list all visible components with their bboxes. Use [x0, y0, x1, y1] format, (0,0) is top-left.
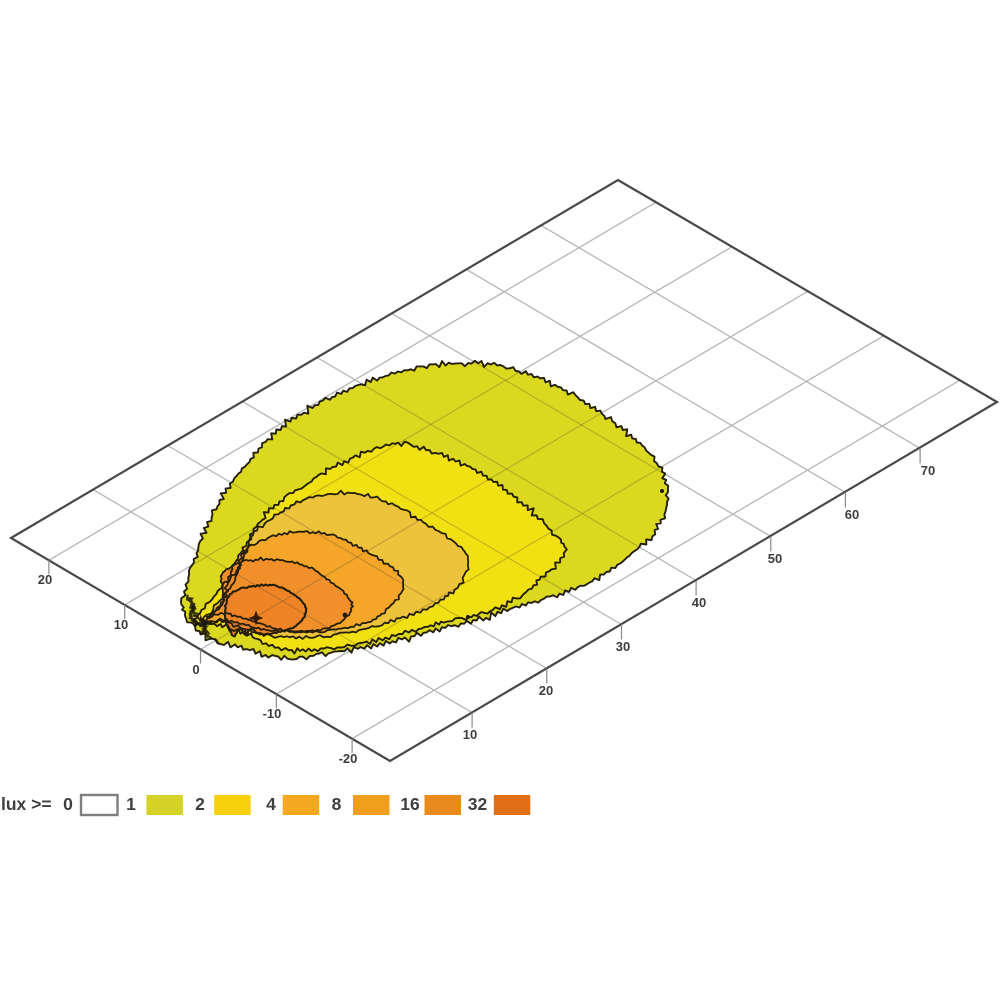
svg-text:50: 50	[768, 551, 782, 566]
svg-text:16: 16	[400, 794, 420, 814]
svg-text:32: 32	[468, 794, 488, 814]
svg-text:60: 60	[845, 507, 859, 522]
svg-text:20: 20	[38, 572, 52, 587]
svg-text:10: 10	[463, 727, 477, 742]
svg-text:1: 1	[126, 794, 136, 814]
svg-text:40: 40	[692, 595, 706, 610]
svg-text:8: 8	[332, 794, 342, 814]
svg-text:2: 2	[195, 794, 205, 814]
svg-text:30: 30	[616, 639, 630, 654]
svg-text:0: 0	[192, 662, 199, 677]
svg-text:4: 4	[266, 794, 276, 814]
svg-text:0: 0	[63, 794, 73, 814]
svg-text:-10: -10	[263, 706, 282, 721]
svg-text:lux >=: lux >=	[1, 794, 52, 814]
svg-text:20: 20	[539, 683, 553, 698]
svg-text:10: 10	[114, 617, 128, 632]
svg-text:-20: -20	[339, 751, 358, 766]
svg-text:70: 70	[921, 463, 935, 478]
